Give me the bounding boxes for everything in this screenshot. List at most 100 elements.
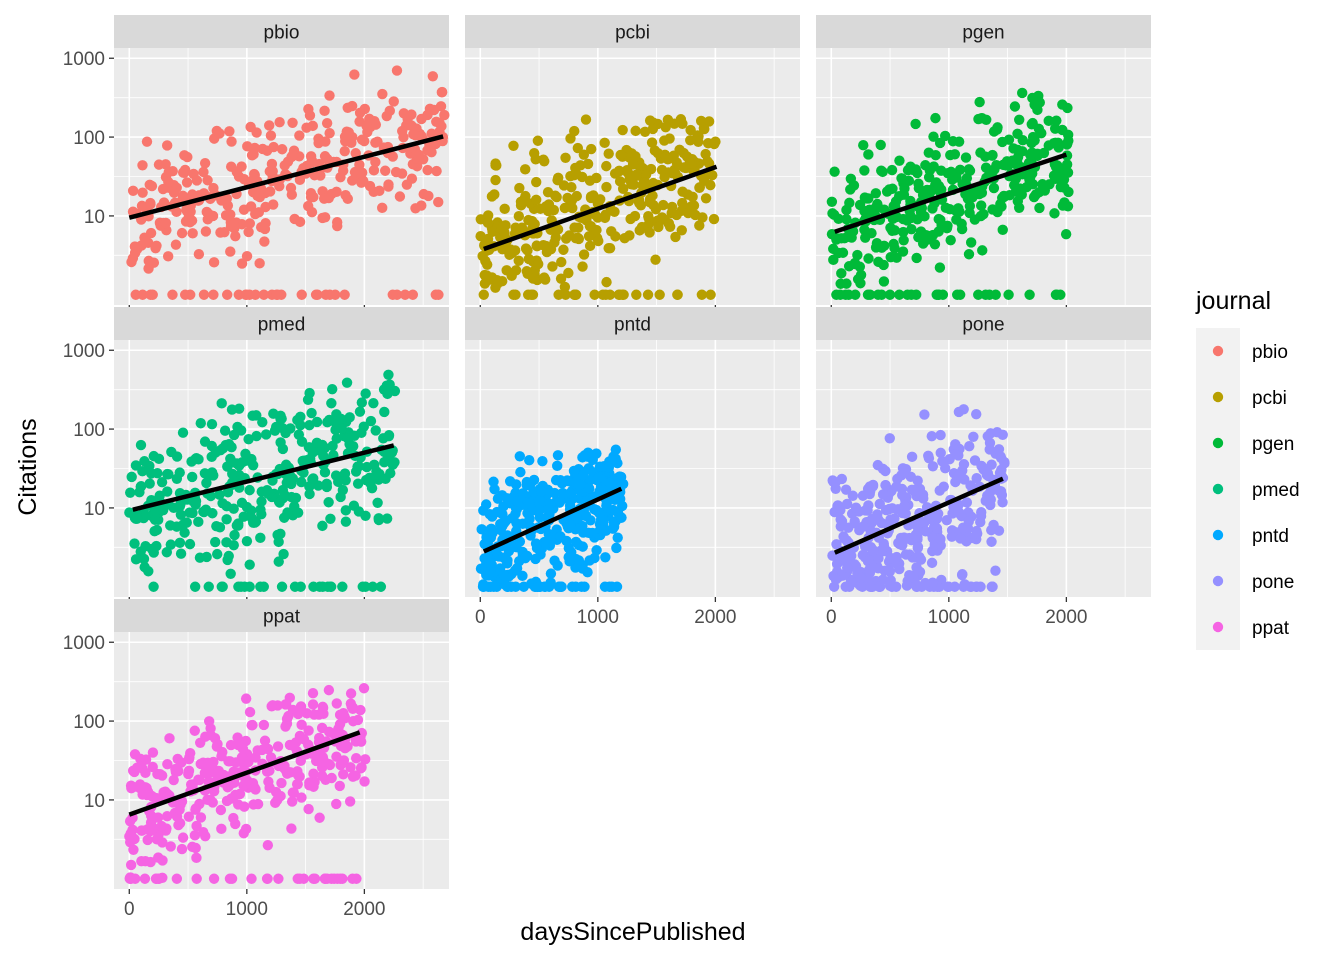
data-point — [128, 844, 139, 855]
data-point — [161, 547, 172, 558]
data-point — [479, 278, 491, 289]
data-point — [126, 471, 137, 483]
data-point — [259, 236, 270, 247]
data-point — [203, 581, 214, 592]
data-point — [187, 779, 198, 790]
data-point — [352, 714, 364, 726]
data-point — [700, 193, 712, 204]
data-point — [877, 489, 889, 500]
data-point — [176, 227, 188, 239]
data-point — [183, 768, 194, 780]
data-point — [491, 274, 503, 286]
data-point — [538, 272, 550, 283]
facet-strip — [816, 307, 1151, 340]
data-point — [505, 244, 516, 255]
legend-title: journal — [1195, 287, 1271, 315]
data-point — [857, 581, 868, 592]
data-point — [963, 164, 975, 175]
data-point — [230, 231, 241, 242]
data-point — [524, 498, 535, 509]
data-point — [976, 460, 987, 472]
data-point — [340, 189, 351, 201]
y-tick-label: 10 — [84, 791, 105, 812]
data-point — [342, 433, 353, 444]
data-point — [864, 488, 875, 500]
data-point — [578, 249, 590, 260]
data-point — [259, 223, 271, 235]
data-point — [975, 516, 986, 528]
data-point — [654, 289, 665, 300]
facet-panel-pgen: pgen — [816, 15, 1151, 310]
data-point — [278, 548, 289, 560]
data-point — [850, 502, 862, 513]
data-point — [186, 471, 198, 483]
data-point — [947, 136, 959, 147]
data-point — [302, 200, 314, 212]
data-point — [383, 179, 394, 190]
data-point — [324, 90, 335, 101]
facet-strip-label: pcbi — [615, 23, 650, 44]
data-point — [854, 199, 866, 211]
data-point — [884, 184, 895, 195]
data-point — [228, 539, 239, 551]
data-point — [894, 289, 905, 300]
data-point — [326, 772, 337, 784]
data-point — [843, 289, 854, 300]
data-point — [170, 239, 182, 250]
data-point — [258, 719, 270, 731]
legend-key-pmed — [1212, 483, 1224, 495]
data-point — [523, 253, 535, 265]
data-point — [132, 513, 143, 524]
data-point — [670, 231, 681, 243]
data-point — [965, 237, 977, 248]
data-point — [705, 289, 716, 300]
data-point — [212, 548, 223, 560]
data-point — [867, 479, 879, 491]
data-point — [236, 219, 248, 230]
data-point — [611, 542, 622, 554]
data-point — [221, 289, 233, 300]
data-point — [127, 185, 139, 196]
x-tick-label: 0 — [475, 607, 486, 628]
data-point — [251, 430, 262, 442]
data-point — [971, 408, 982, 420]
data-point — [265, 752, 277, 763]
data-point — [573, 222, 584, 233]
data-point — [864, 289, 876, 300]
data-point — [549, 487, 560, 499]
data-point — [208, 873, 220, 884]
data-point — [659, 135, 670, 146]
data-point — [274, 497, 285, 508]
data-point — [915, 516, 927, 528]
data-point — [244, 218, 255, 229]
data-point — [610, 444, 622, 455]
data-point — [899, 183, 910, 194]
data-point — [933, 289, 944, 300]
data-point — [483, 570, 494, 581]
data-point — [356, 397, 368, 408]
data-point — [247, 719, 258, 731]
facet-panel-ppat: ppat 10 100 1000 0 1000 2000 — [63, 599, 449, 920]
data-point — [317, 581, 328, 592]
data-point — [656, 164, 668, 176]
data-point — [179, 167, 190, 178]
data-point — [855, 572, 867, 583]
data-point — [130, 460, 142, 471]
data-point — [346, 701, 357, 712]
data-point — [307, 688, 319, 699]
data-point — [982, 490, 993, 501]
data-point — [222, 554, 233, 566]
data-point — [599, 137, 610, 149]
data-point — [265, 130, 277, 141]
data-point — [984, 444, 995, 455]
data-point — [568, 465, 580, 477]
data-point — [307, 699, 319, 710]
data-point — [885, 514, 896, 525]
data-point — [214, 522, 226, 533]
data-point — [179, 289, 191, 300]
data-point — [407, 289, 419, 300]
data-point — [264, 765, 275, 776]
data-point — [700, 148, 711, 160]
data-point — [129, 241, 141, 252]
data-point — [1029, 135, 1040, 146]
